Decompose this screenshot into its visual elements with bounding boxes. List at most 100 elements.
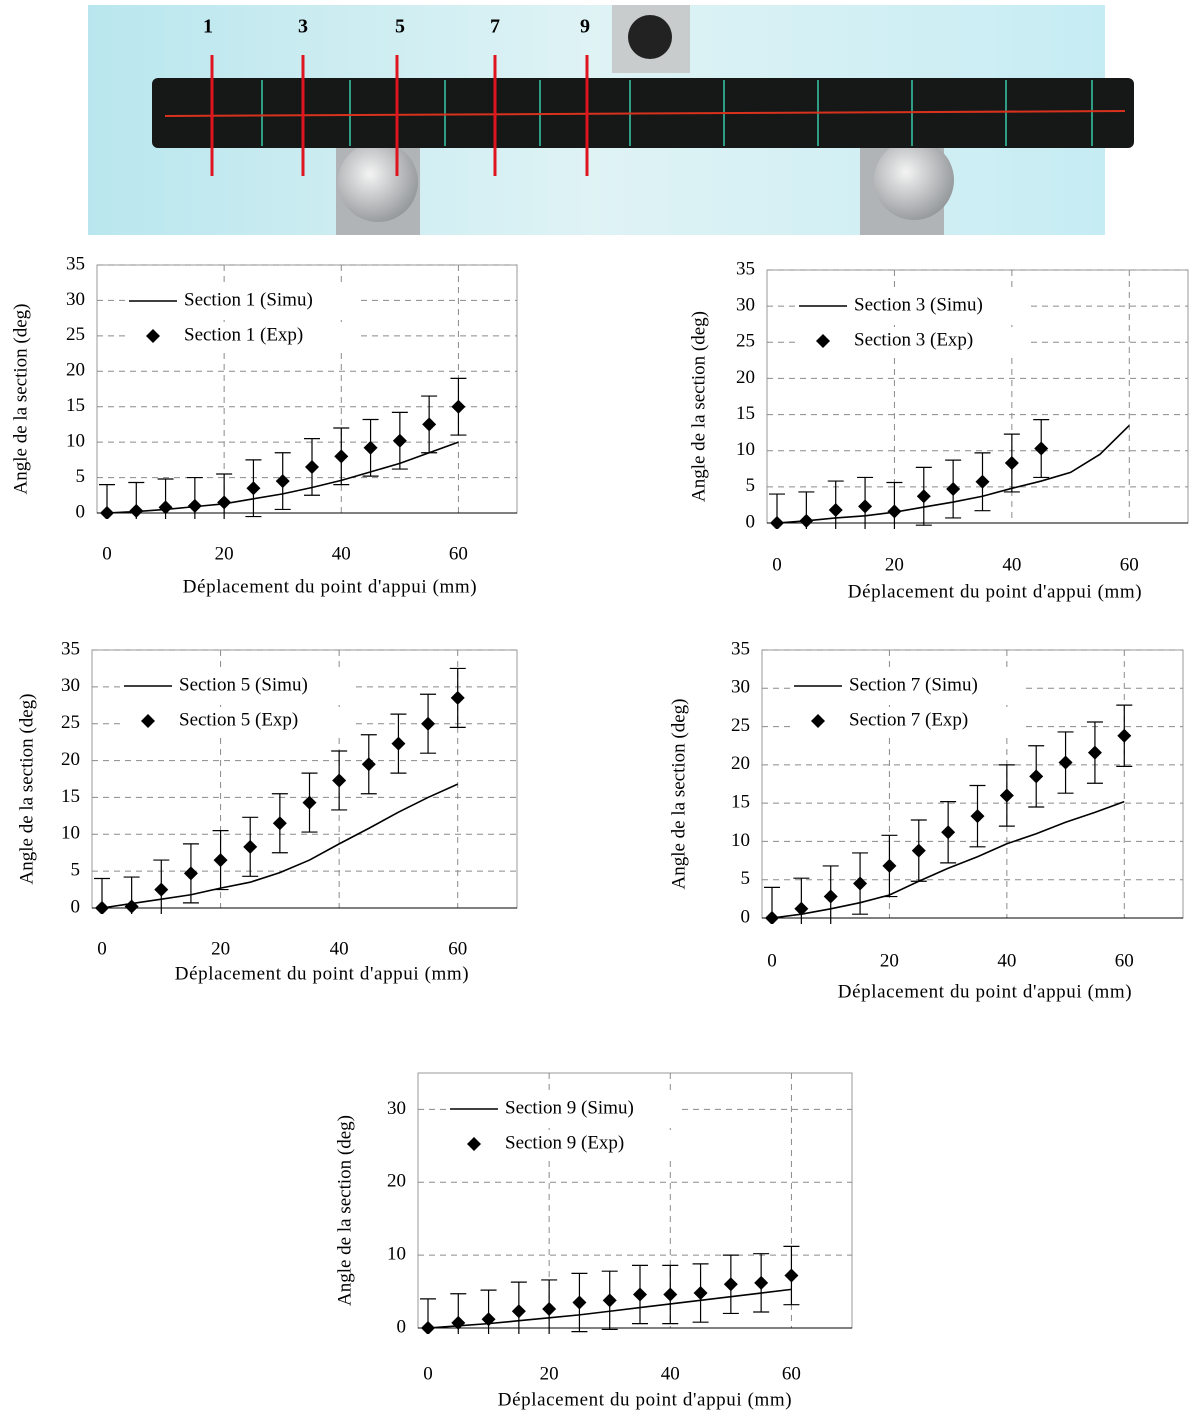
- x-axis-title: Déplacement du point d'appui (mm): [838, 981, 1132, 1002]
- experiment-point: [828, 502, 843, 517]
- experiment-point: [187, 498, 202, 513]
- experiment-point: [1117, 728, 1132, 743]
- y-tick-label: 35: [66, 253, 85, 274]
- x-tick-label: 60: [449, 543, 468, 564]
- y-tick-label: 5: [71, 860, 81, 881]
- experiment-point: [392, 433, 407, 448]
- experiment-point: [799, 513, 814, 528]
- legend-label: Section 7 (Simu): [849, 674, 978, 695]
- experiment-point: [243, 839, 258, 854]
- y-tick-label: 35: [736, 258, 755, 279]
- y-tick-label: 30: [731, 677, 750, 698]
- y-tick-label: 10: [731, 830, 750, 851]
- legend-label: Section 1 (Exp): [184, 324, 303, 345]
- y-axis-title: Angle de la section (deg): [688, 311, 709, 502]
- legend-label: Section 3 (Exp): [854, 329, 973, 350]
- experiment-point: [154, 882, 169, 897]
- y-tick-label: 10: [736, 439, 755, 460]
- y-tick-label: 25: [736, 331, 755, 352]
- y-tick-label: 20: [731, 753, 750, 774]
- experiment-point: [1004, 456, 1019, 471]
- experiment-point: [1034, 441, 1049, 456]
- experiment-point: [451, 399, 466, 414]
- experiment-point: [1087, 745, 1102, 760]
- y-tick-label: 15: [66, 395, 85, 416]
- experiment-point: [158, 500, 173, 515]
- x-axis-title: Déplacement du point d'appui (mm): [175, 963, 469, 984]
- y-tick-label: 10: [61, 823, 80, 844]
- experiment-point: [602, 1293, 617, 1308]
- x-tick-label: 0: [423, 1363, 433, 1384]
- experiment-point: [100, 506, 114, 519]
- legend-background: [797, 327, 1029, 355]
- x-tick-label: 20: [215, 543, 234, 564]
- section-label: 1: [203, 16, 213, 38]
- section-label: 7: [490, 16, 500, 38]
- specimen-photo: 1 3 5 7 9: [88, 5, 1134, 235]
- experiment-point: [663, 1287, 678, 1302]
- y-axis-title: Angle de la section (deg): [16, 694, 37, 885]
- x-axis-title: Déplacement du point d'appui (mm): [848, 581, 1142, 602]
- plot-marks: [99, 377, 467, 519]
- section-label: 5: [395, 16, 405, 38]
- legend-label: Section 3 (Simu): [854, 294, 983, 315]
- legend-background: [448, 1130, 680, 1158]
- x-tick-label: 0: [772, 554, 782, 575]
- x-axis-title: Déplacement du point d'appui (mm): [183, 576, 477, 597]
- y-tick-label: 10: [66, 431, 85, 452]
- y-tick-label: 15: [61, 786, 80, 807]
- legend-marker: [146, 329, 160, 343]
- x-tick-label: 60: [448, 938, 467, 959]
- experiment-point: [129, 503, 144, 518]
- experiment-point: [975, 474, 990, 489]
- experiment-point: [941, 825, 956, 840]
- experiment-point: [450, 690, 465, 705]
- y-tick-label: 5: [741, 868, 751, 889]
- legend-marker: [467, 1137, 481, 1151]
- legend-marker: [811, 714, 825, 728]
- experiment-point: [823, 889, 838, 904]
- experiment-point: [633, 1287, 647, 1302]
- y-tick-label: 20: [387, 1171, 406, 1192]
- y-tick-label: 0: [741, 906, 751, 927]
- x-tick-label: 0: [97, 938, 107, 959]
- x-tick-label: 0: [102, 543, 112, 564]
- experiment-point: [421, 1321, 435, 1334]
- y-axis-title: Angle de la section (deg): [10, 304, 31, 495]
- plot-marks: [420, 1245, 800, 1334]
- experiment-point: [95, 901, 109, 914]
- section-label: 9: [580, 16, 590, 38]
- experiment-point: [542, 1302, 557, 1317]
- experiment-point: [853, 876, 868, 891]
- legend-label: Section 9 (Simu): [505, 1097, 634, 1118]
- y-tick-label: 5: [746, 475, 756, 496]
- experiment-point: [361, 757, 376, 772]
- x-tick-label: 20: [880, 950, 899, 971]
- experiment-point: [363, 440, 378, 455]
- plot-marks: [769, 419, 1130, 529]
- experiment-point: [754, 1275, 769, 1290]
- y-tick-label: 35: [731, 638, 750, 659]
- legend-label: Section 5 (Exp): [179, 709, 298, 730]
- legend-background: [792, 707, 1024, 735]
- y-tick-label: 20: [66, 360, 85, 381]
- experiment-point: [794, 901, 809, 916]
- experiment-point: [481, 1312, 496, 1327]
- y-tick-label: 25: [731, 715, 750, 736]
- chart: 0 5 10 15 20 25 30 35 0 20 40 60 Déplacement du poin…: [16, 638, 518, 984]
- experiment-point: [765, 911, 779, 924]
- experiment-point: [784, 1268, 799, 1283]
- plot-marks: [94, 667, 466, 914]
- chart: 0 5 10 15 20 25 30 35 0 20 40 60 Déplacement du poin…: [688, 258, 1189, 602]
- experiment-point: [999, 788, 1014, 803]
- legend-background: [122, 707, 354, 735]
- experiment-point: [305, 459, 319, 474]
- x-tick-label: 60: [782, 1363, 801, 1384]
- experiment-point: [887, 504, 902, 519]
- x-tick-label: 20: [211, 938, 230, 959]
- y-tick-label: 15: [736, 403, 755, 424]
- experiment-point: [911, 843, 926, 858]
- y-tick-label: 0: [76, 501, 86, 522]
- y-tick-label: 5: [76, 466, 86, 487]
- experiment-point: [970, 809, 985, 824]
